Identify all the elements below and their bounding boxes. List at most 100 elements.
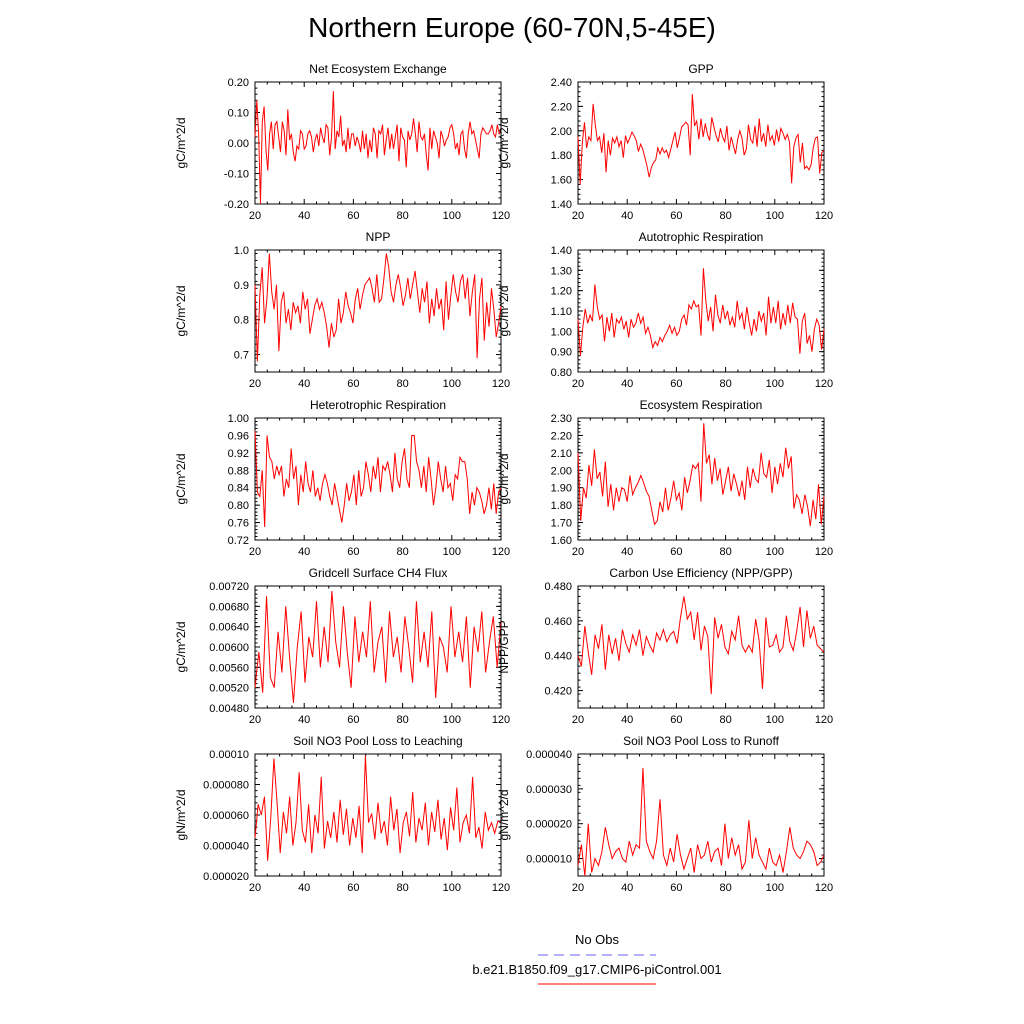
legend-case-label: b.e21.B1850.f09_g17.CMIP6-piControl.001 (472, 962, 722, 977)
y-tick-label: 0.88 (228, 465, 249, 477)
x-tick-label: 80 (719, 378, 731, 390)
series-line (577, 423, 825, 527)
chart-panel: Carbon Use Efficiency (NPP/GPP) NPP/GPP 20… (497, 566, 833, 726)
y-tick-label: 1.10 (551, 306, 572, 318)
y-tick-label: 0.00010 (209, 749, 249, 761)
y-tick-label: 0.76 (228, 518, 249, 530)
chart-panel: Soil NO3 Pool Loss to Leaching gN/m^2/d 20… (174, 734, 510, 894)
y-tick-label: 0.00480 (209, 703, 249, 715)
y-axis-label: gN/m^2/d (174, 790, 188, 841)
series-line (254, 431, 502, 527)
chart-title: NPP (366, 230, 391, 244)
x-tick-label: 100 (766, 378, 784, 390)
x-tick-label: 120 (492, 378, 510, 390)
y-tick-label: 0.000020 (526, 819, 572, 831)
y-tick-label: 1.60 (551, 175, 572, 187)
x-tick-label: 120 (815, 210, 833, 222)
y-tick-label: 0.9 (234, 280, 249, 292)
y-tick-label: 0.00720 (209, 581, 249, 593)
y-tick-label: 0.20 (228, 77, 249, 89)
y-tick-label: 0.10 (228, 108, 249, 120)
y-tick-label: 0.000040 (203, 841, 249, 853)
y-tick-label: 0.440 (544, 651, 572, 663)
y-tick-label: 1.80 (551, 500, 572, 512)
chart-title: Soil NO3 Pool Loss to Runoff (623, 734, 780, 748)
y-tick-label: 0.00600 (209, 642, 249, 654)
y-tick-label: 1.00 (228, 413, 249, 425)
y-tick-label: 0.80 (228, 500, 249, 512)
chart-title: Net Ecosystem Exchange (309, 62, 447, 76)
x-tick-label: 100 (766, 882, 784, 894)
y-axis-label: gC/m^2/d (174, 286, 188, 337)
x-tick-label: 100 (443, 210, 461, 222)
series-line (254, 253, 502, 362)
y-tick-label: 1.70 (551, 518, 572, 530)
y-tick-label: 0.96 (228, 430, 249, 442)
x-tick-label: 120 (815, 546, 833, 558)
x-tick-label: 20 (249, 378, 261, 390)
y-tick-label: 0.000040 (526, 749, 572, 761)
chart-panel: NPP gC/m^2/d 20 40 60 80 100 120 0.7 0.8 0.9 1.0 (174, 230, 510, 390)
y-tick-label: 0.00 (228, 138, 249, 150)
x-tick-label: 20 (572, 882, 584, 894)
y-axis-label: gC/m^2/d (174, 622, 188, 673)
y-tick-label: 0.000010 (526, 854, 572, 866)
y-tick-label: 2.20 (551, 101, 572, 113)
x-tick-label: 80 (396, 546, 408, 558)
chart-panel: Gridcell Surface CH4 Flux gC/m^2/d 20 40 60 8… (174, 566, 510, 726)
x-tick-label: 120 (492, 714, 510, 726)
x-tick-label: 40 (621, 210, 633, 222)
x-tick-label: 20 (249, 546, 261, 558)
chart-title: Soil NO3 Pool Loss to Leaching (293, 734, 462, 748)
y-tick-label: 2.00 (551, 465, 572, 477)
x-tick-label: 40 (298, 210, 310, 222)
x-tick-label: 120 (815, 882, 833, 894)
y-tick-label: 0.000030 (526, 784, 572, 796)
y-tick-label: -0.20 (224, 199, 249, 211)
legend-obs-label: No Obs (574, 932, 620, 947)
x-tick-label: 120 (815, 714, 833, 726)
x-tick-label: 60 (347, 882, 359, 894)
plot-frame (254, 417, 502, 541)
y-tick-label: 0.420 (544, 686, 572, 698)
chart-panel: Net Ecosystem Exchange gC/m^2/d 20 40 60 80 10… (174, 62, 510, 222)
y-tick-label: 1.90 (551, 483, 572, 495)
y-tick-label: 2.10 (551, 448, 572, 460)
y-tick-label: 1.40 (551, 199, 572, 211)
series-line (254, 91, 502, 205)
y-tick-label: 0.92 (228, 448, 249, 460)
plot-frame (577, 417, 825, 541)
y-tick-label: 0.460 (544, 616, 572, 628)
x-tick-label: 20 (249, 882, 261, 894)
x-tick-label: 100 (443, 546, 461, 558)
x-tick-label: 40 (298, 546, 310, 558)
x-tick-label: 40 (298, 714, 310, 726)
chart-title: Autotrophic Respiration (639, 230, 764, 244)
chart-title: Carbon Use Efficiency (NPP/GPP) (609, 566, 792, 580)
y-tick-label: 2.00 (551, 126, 572, 138)
page-title: Northern Europe (60-70N,5-45E) (308, 12, 716, 43)
x-tick-label: 120 (492, 882, 510, 894)
series-line (254, 591, 502, 703)
chart-panel: GPP gC/m^2/d 20 40 60 80 100 120 1.40 1.60 1.80 2.0… (497, 62, 833, 222)
series-line (577, 268, 825, 356)
x-tick-label: 60 (347, 378, 359, 390)
y-tick-label: 0.00560 (209, 662, 249, 674)
chart-panel: Heterotrophic Respiration gC/m^2/d 20 40 60 8… (174, 398, 510, 558)
x-tick-label: 80 (396, 714, 408, 726)
y-axis-label: gC/m^2/d (497, 454, 511, 505)
y-tick-label: 0.000020 (203, 871, 249, 883)
x-tick-label: 20 (572, 714, 584, 726)
y-tick-label: 0.80 (551, 367, 572, 379)
x-tick-label: 60 (347, 546, 359, 558)
x-tick-label: 40 (621, 378, 633, 390)
x-tick-label: 60 (670, 882, 682, 894)
chart-panel: Ecosystem Respiration gC/m^2/d 20 40 60 80 100… (497, 398, 833, 558)
y-axis-label: NPP/GPP (497, 620, 511, 673)
x-tick-label: 120 (492, 546, 510, 558)
y-tick-label: 1.20 (551, 286, 572, 298)
x-tick-label: 20 (249, 714, 261, 726)
y-axis-label: gC/m^2/d (497, 118, 511, 169)
x-tick-label: 80 (396, 882, 408, 894)
